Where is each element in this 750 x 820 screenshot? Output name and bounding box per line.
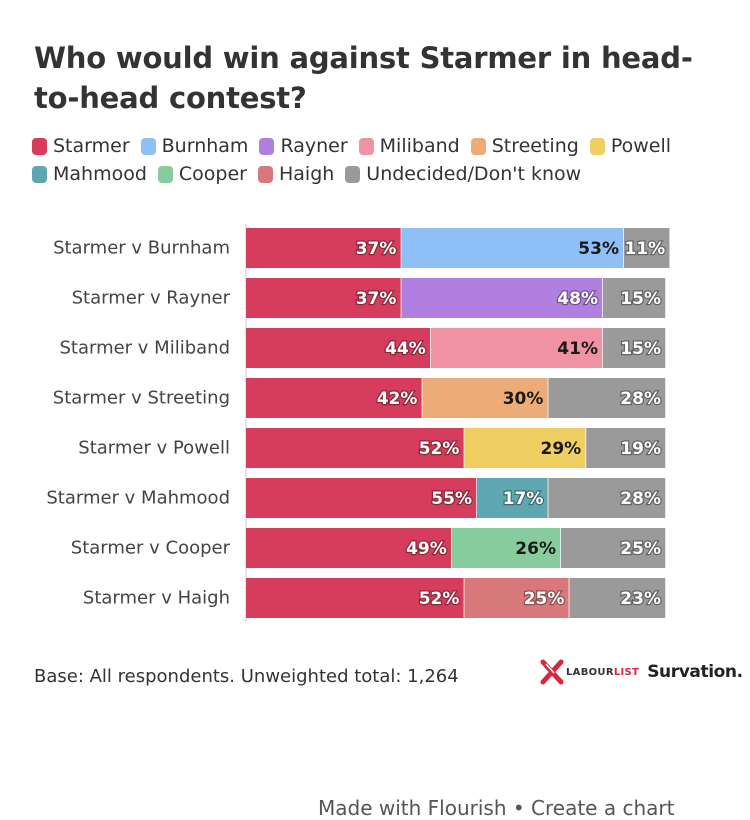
legend-item: Starmer: [32, 134, 130, 158]
legend-label: Starmer: [53, 135, 130, 157]
legend-swatch: [157, 165, 173, 183]
category-label: Starmer v Cooper: [71, 538, 231, 559]
legend-label: Streeting: [491, 135, 579, 157]
bar-burnham: [401, 228, 624, 268]
data-label: 55%: [431, 489, 472, 509]
legend-item: Undecided/Don't know: [345, 162, 581, 186]
data-label: 37%: [356, 289, 397, 309]
legend-label: Rayner: [280, 135, 348, 157]
legend-label: Cooper: [178, 163, 247, 185]
bar-undecided: [603, 328, 666, 368]
data-label: 41%: [557, 339, 598, 359]
legend-item: Cooper: [157, 162, 247, 186]
base-note: Base: All respondents. Unweighted total:…: [34, 666, 459, 687]
category-label: Starmer v Haigh: [83, 588, 230, 609]
legend-swatch: [259, 137, 275, 155]
bar-miliband: [430, 328, 603, 368]
bar-streeting: [422, 378, 549, 418]
legend-item: Haigh: [257, 162, 335, 186]
data-label: 23%: [620, 589, 661, 609]
bar-mahmood: [477, 478, 549, 518]
chart-legend: Starmer Burnham Rayner Miliband Streeting Pow…: [32, 134, 732, 186]
data-label: 53%: [578, 239, 619, 259]
bar-undecided: [586, 428, 666, 468]
legend-item: Burnham: [140, 134, 249, 158]
bar-undecided: [548, 478, 666, 518]
legend-swatch: [470, 137, 486, 155]
data-label: 15%: [620, 339, 661, 359]
data-label: 52%: [419, 439, 460, 459]
legend-swatch: [32, 137, 47, 155]
bar-starmer: [246, 528, 452, 568]
data-label: 49%: [406, 539, 447, 559]
category-label: Starmer v Miliband: [59, 338, 230, 359]
category-label: Starmer v Streeting: [53, 388, 230, 409]
data-label: 48%: [557, 289, 598, 309]
data-label: 11%: [624, 239, 665, 259]
data-label: 30%: [503, 389, 544, 409]
data-label: 29%: [540, 439, 581, 459]
legend-label: Haigh: [278, 163, 335, 185]
data-label: 19%: [620, 439, 661, 459]
legend-swatch: [358, 137, 374, 155]
bar-starmer: [246, 228, 402, 268]
data-label: 42%: [377, 389, 418, 409]
data-label: 28%: [620, 389, 661, 409]
legend-label: Undecided/Don't know: [366, 163, 582, 185]
labourlist-x-icon: [540, 659, 564, 685]
data-label: 15%: [620, 289, 661, 309]
data-label: 26%: [515, 539, 556, 559]
bar-chart: Starmer v Burnham 37% 53% 11% Starmer v Rayn…: [46, 224, 671, 622]
legend-swatch: [257, 165, 273, 183]
bar-starmer: [246, 378, 423, 418]
bar-starmer: [246, 278, 402, 318]
bar-undecided: [569, 578, 666, 618]
legend-label: Powell: [610, 135, 672, 157]
legend-item: Mahmood: [32, 162, 147, 186]
legend-item: Powell: [589, 134, 672, 158]
bar-undecided: [624, 228, 671, 268]
data-label: 28%: [620, 489, 661, 509]
bar-starmer: [246, 478, 477, 518]
legend-swatch: [345, 165, 361, 183]
bar-undecided: [561, 528, 666, 568]
bar-starmer: [246, 428, 465, 468]
flourish-credit[interactable]: Made with Flourish • Create a chart: [318, 796, 675, 820]
chart-title: Who would win against Starmer in head-to…: [34, 41, 693, 115]
bar-cooper: [451, 528, 561, 568]
legend-label: Miliband: [379, 135, 460, 157]
legend-swatch: [589, 137, 605, 155]
legend-swatch: [140, 137, 156, 155]
legend-swatch: [32, 165, 47, 183]
bar-undecided: [548, 378, 666, 418]
legend-item: Rayner: [259, 134, 348, 158]
logos: LABOURLIST Survation.: [540, 659, 743, 685]
bar-powell: [464, 428, 587, 468]
legend-item: Miliband: [358, 134, 460, 158]
category-label: Starmer v Mahmood: [46, 488, 230, 509]
legend-label: Mahmood: [53, 163, 147, 185]
bar-undecided: [603, 278, 666, 318]
category-label: Starmer v Rayner: [72, 288, 231, 309]
data-label: 25%: [620, 539, 661, 559]
data-label: 44%: [385, 339, 426, 359]
legend-label: Burnham: [161, 135, 249, 157]
legend-item: Streeting: [470, 134, 579, 158]
bar-rayner: [401, 278, 603, 318]
bar-starmer: [246, 328, 431, 368]
data-label: 17%: [503, 489, 544, 509]
bar-haigh: [464, 578, 570, 618]
data-label: 37%: [356, 239, 397, 259]
data-label: 52%: [419, 589, 460, 609]
survation-logo: Survation.: [647, 662, 743, 682]
labourlist-logo: LABOURLIST: [566, 666, 640, 678]
category-label: Starmer v Burnham: [53, 238, 230, 259]
category-label: Starmer v Powell: [78, 438, 230, 459]
bar-starmer: [246, 578, 465, 618]
data-label: 25%: [524, 589, 565, 609]
